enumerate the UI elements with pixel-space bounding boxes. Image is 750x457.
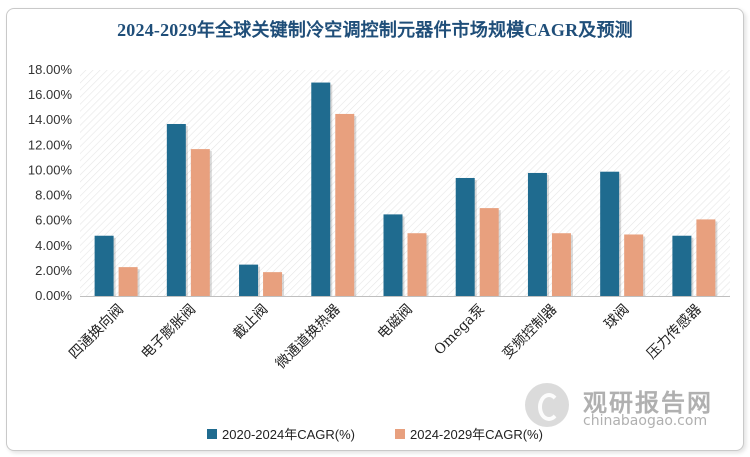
legend-label-2024-2029: 2024-2029年CAGR(%) xyxy=(410,427,543,442)
bar-shadow xyxy=(137,269,140,296)
chart-title: 2024-2029年全球关键制冷空调控制元器件市场规模CAGR及预测 xyxy=(117,20,633,40)
bar-shadow xyxy=(185,125,188,296)
bar-shadow xyxy=(282,274,285,296)
x-category-label: 四通换向阀 xyxy=(65,301,127,363)
bar xyxy=(479,208,499,296)
legend-swatch-2020-2024 xyxy=(207,428,218,439)
bar xyxy=(551,233,571,296)
watermark-logo-icon xyxy=(525,383,569,427)
y-tick-label: 8.00% xyxy=(35,188,72,203)
x-category-label: 电子膨胀阀 xyxy=(138,301,200,363)
plot-area xyxy=(80,70,730,296)
legend-item-2020-2024: 2020-2024年CAGR(%) xyxy=(207,424,355,443)
y-tick-label: 12.00% xyxy=(28,137,73,152)
y-tick-label: 18.00% xyxy=(28,62,73,77)
y-tick-label: 4.00% xyxy=(35,238,72,253)
bar-shadow xyxy=(643,236,646,296)
bar-shadow xyxy=(209,151,212,296)
bar-shadow xyxy=(474,179,477,296)
bar xyxy=(335,113,355,296)
x-category-label: 截止阀 xyxy=(230,302,271,343)
watermark-name: 观研报告网 xyxy=(583,389,713,417)
bar xyxy=(94,235,114,296)
bar-shadow xyxy=(426,235,429,296)
bar-shadow xyxy=(354,115,357,296)
x-category-label: 球阀 xyxy=(601,302,632,333)
bar xyxy=(383,214,403,296)
x-category-label: 变频控制器 xyxy=(499,302,560,363)
legend: 2020-2024年CAGR(%) 2024-2029年CAGR(%) xyxy=(0,424,750,443)
y-tick-label: 14.00% xyxy=(28,112,73,127)
bar xyxy=(239,264,259,296)
y-tick-label: 2.00% xyxy=(35,263,72,278)
bar xyxy=(624,234,644,296)
y-tick-label: 0.00% xyxy=(35,288,72,303)
y-tick-label: 16.00% xyxy=(28,87,73,102)
x-category-label: Omega泵 xyxy=(431,302,488,359)
x-category-label: 电磁阀 xyxy=(375,302,416,343)
bar-shadow xyxy=(715,221,718,296)
bar xyxy=(407,233,427,296)
legend-item-2024-2029: 2024-2029年CAGR(%) xyxy=(395,424,543,443)
legend-label-2020-2024: 2020-2024年CAGR(%) xyxy=(222,427,355,442)
y-tick-label: 10.00% xyxy=(28,162,73,177)
x-category-label: 压力传感器 xyxy=(643,301,705,363)
bar xyxy=(455,177,475,296)
bar-shadow xyxy=(498,210,501,296)
bar xyxy=(166,123,186,296)
bar-shadow xyxy=(330,84,333,296)
y-tick-label: 6.00% xyxy=(35,213,72,228)
legend-swatch-2024-2029 xyxy=(395,428,405,439)
bar xyxy=(311,82,331,296)
x-category-label: 微通道换热器 xyxy=(272,301,343,372)
bar-shadow xyxy=(402,216,405,296)
bar-shadow xyxy=(113,237,116,296)
bar xyxy=(527,172,547,296)
watermark: 观研报告网 chinabaogao.com xyxy=(525,383,735,433)
bar xyxy=(600,171,620,296)
bar xyxy=(263,272,283,296)
bar-shadow xyxy=(619,173,622,296)
bar xyxy=(672,235,692,296)
bar-shadow xyxy=(691,237,694,296)
bar-shadow xyxy=(258,266,261,296)
bar-shadow xyxy=(570,235,573,296)
bar xyxy=(696,219,716,296)
bar xyxy=(118,267,138,296)
watermark-site: chinabaogao.com xyxy=(583,413,708,429)
bar-shadow xyxy=(546,174,549,296)
bar xyxy=(190,149,210,296)
